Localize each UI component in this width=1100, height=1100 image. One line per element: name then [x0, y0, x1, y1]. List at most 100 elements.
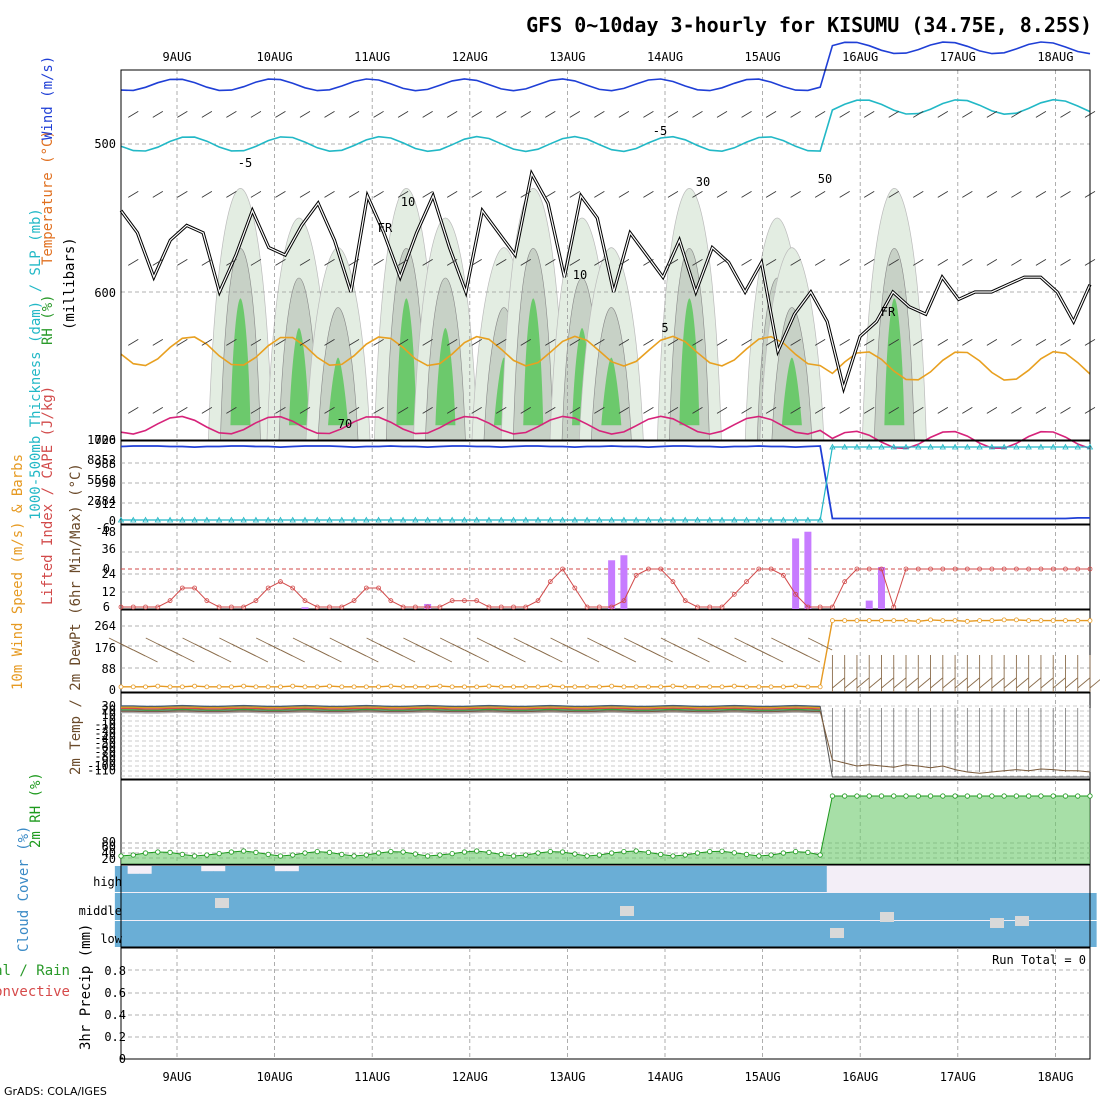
cloud-bar-middle: [176, 893, 189, 920]
wind-barb-flag: [881, 677, 894, 689]
cloud-bar-high: [384, 866, 398, 892]
upper-wind-barb: [397, 259, 409, 266]
rh-marker-4: [167, 849, 173, 856]
contour-label: -5: [653, 124, 667, 138]
cloud-bar-middle: [593, 893, 606, 920]
cloud-bar-high: [249, 866, 263, 892]
wind-speed-marker-48: [707, 684, 713, 690]
rh-marker-28: [461, 849, 468, 855]
cloud-bar-middle: [1022, 893, 1036, 920]
upper-wind-barb: [1035, 111, 1047, 118]
thickness-marker-36: [559, 516, 566, 523]
cloud-bar-middle: [973, 893, 987, 920]
rh-ytick: 20: [102, 852, 116, 866]
wind-speed-marker-36: [560, 684, 565, 690]
upper-wind-barb: [692, 111, 703, 118]
upper-wind-barb: [422, 191, 433, 198]
cloud-bar-low: [863, 921, 876, 947]
cloud-bar-high: [188, 866, 202, 892]
upper-wind-barb: [348, 407, 360, 414]
cloud-bar-high: [495, 866, 508, 892]
rh-marker-24: [412, 851, 418, 857]
upper-wind-barb: [471, 259, 482, 266]
cloud-bar-low: [764, 921, 778, 947]
wind-barb: [685, 649, 710, 663]
cloud-bar-middle: [654, 893, 668, 920]
upper-wind-barb: [324, 259, 335, 266]
upper-wind-barb: [545, 259, 556, 266]
thickness-marker-33: [522, 516, 529, 523]
bottom-date-label: 15AUG: [745, 1070, 781, 1084]
upper-wind-barb: [496, 339, 507, 346]
contour-label: 10: [401, 195, 415, 209]
lifted-index-marker-8: [216, 604, 222, 610]
cloud-bar-middle: [998, 893, 1011, 920]
bottom-date-label: 13AUG: [549, 1070, 585, 1084]
wind-barb-flag: [1028, 677, 1041, 689]
cape-bar: [608, 560, 616, 609]
lifted-index-marker-18: [339, 604, 345, 610]
wind-barb-flag: [991, 677, 1005, 689]
wind-speed-marker-51: [744, 684, 749, 690]
upper-wind-barb: [692, 259, 703, 266]
upper-wind-barb: [667, 191, 679, 198]
wind-barb-flag: [967, 677, 980, 689]
upper-wind-barb: [569, 111, 581, 118]
cloud-bar-low: [801, 921, 815, 947]
cloud-bar-high: [544, 866, 557, 892]
top-date-label: 17AUG: [940, 50, 976, 64]
temp-ytick: -80: [94, 750, 116, 764]
slp-ytick-right: 912: [94, 497, 116, 511]
contour-label: -5: [238, 156, 252, 170]
cape-ytick-right: 24: [102, 567, 116, 581]
rh-marker-57: [817, 852, 823, 858]
wind-speed-marker-1: [130, 684, 136, 690]
upper-wind-barb: [888, 111, 899, 118]
cloud-bar-low: [1034, 921, 1048, 947]
wind-speed-marker-76: [1050, 618, 1056, 623]
lifted-index-marker-64: [903, 566, 909, 572]
cape-bar: [792, 538, 800, 609]
upper-wind-barb: [594, 407, 605, 414]
wind-barb-flag: [917, 677, 931, 689]
thickness-line: [121, 446, 1090, 521]
cloud-bar-low: [593, 921, 606, 947]
upper-wind-barb: [1011, 259, 1022, 266]
wind-speed-marker-22: [388, 683, 394, 689]
wind-barb: [807, 637, 833, 651]
cloud-bar-low: [838, 921, 852, 947]
upper-wind-barb: [569, 339, 581, 346]
thickness-marker-57: [816, 516, 824, 523]
upper-wind-barb: [962, 259, 973, 266]
cloud-bar-middle: [347, 893, 361, 920]
cloud-bar-high: [617, 866, 631, 892]
cloud-bar-low: [495, 921, 508, 947]
cloud-bar-high: [580, 866, 594, 892]
upper-wind-barb: [128, 259, 139, 266]
cloud-bar-low: [335, 921, 349, 947]
lifted-index-marker-39: [596, 604, 602, 610]
rh-moist-core: [523, 298, 544, 426]
cloud-bar-low: [740, 921, 754, 947]
cloud-bar-middle: [311, 893, 324, 920]
upper-wind-barb: [1011, 407, 1022, 414]
rh-moist-core: [781, 357, 802, 426]
cloud-bar-high: [482, 866, 496, 892]
cloud-bar-middle: [814, 893, 827, 920]
upper-wind-barb: [201, 407, 213, 414]
cloud-bar-low: [556, 921, 570, 947]
lifted-index-marker-46: [682, 598, 688, 604]
cloud-bar-middle: [777, 893, 790, 920]
lifted-index-marker-22: [388, 598, 394, 604]
upper-wind-barb: [937, 339, 949, 346]
upper-wind-barb: [201, 339, 213, 346]
upper-wind-barb: [790, 339, 801, 346]
slp-ytick-left: 5568: [87, 473, 116, 487]
rh-marker-73: [1013, 793, 1020, 799]
thickness-marker-22: [387, 516, 395, 523]
upper-wind-barb: [839, 339, 850, 346]
rh-marker-74: [1026, 793, 1032, 799]
rh-marker-52: [756, 853, 762, 859]
cloud-bar-middle: [200, 893, 214, 920]
upper-wind-barb: [667, 111, 679, 118]
